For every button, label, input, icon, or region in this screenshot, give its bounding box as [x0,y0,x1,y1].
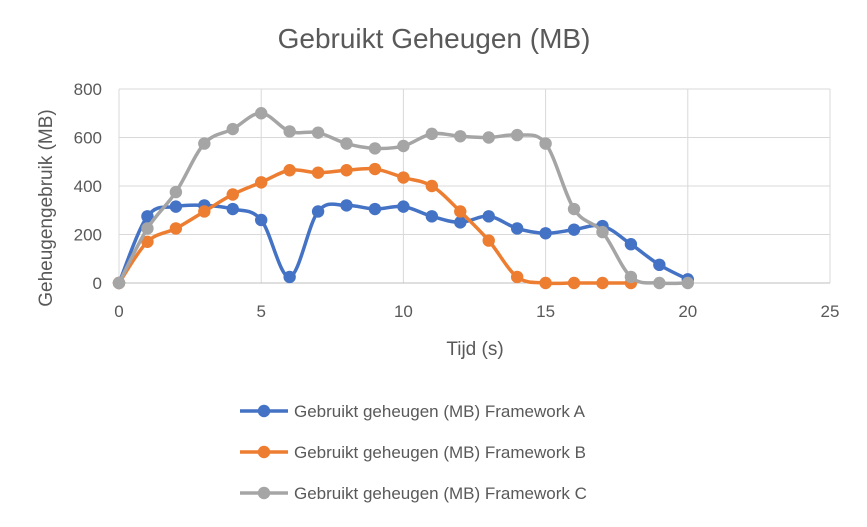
legend-label: Gebruikt geheugen (MB) Framework B [294,443,586,462]
data-point [311,166,325,179]
data-point [283,270,296,284]
legend-marker [257,486,271,500]
data-point [368,142,382,155]
data-point [169,222,183,235]
data-point [510,222,524,235]
data-point [567,223,581,236]
x-tick-label: 0 [114,302,123,321]
data-point [340,164,353,177]
y-tick-label: 800 [74,80,102,99]
x-tick-label: 10 [394,302,413,321]
y-tick-label: 0 [93,274,102,293]
legend-item-framework-c: Gebruikt geheugen (MB) Framework C [240,484,587,503]
data-point [226,122,239,136]
data-point [311,126,325,139]
data-point [454,205,467,218]
data-point [255,107,268,120]
data-point [454,216,467,229]
legend-label: Gebruikt geheugen (MB) Framework C [294,484,587,503]
data-point [624,270,638,284]
data-point [539,227,552,240]
legend-item-framework-b: Gebruikt geheugen (MB) Framework B [240,443,586,462]
data-point [255,176,268,189]
data-point [311,205,325,218]
data-point [567,276,581,290]
data-point [397,200,410,213]
legend-marker [257,445,271,459]
axes [118,89,830,284]
data-point [368,202,382,216]
y-tick-label: 600 [74,129,102,148]
series-framework-c [112,107,694,290]
data-point [510,270,524,284]
data-point [283,164,296,177]
data-point [653,276,666,290]
data-point [112,276,126,290]
data-point [539,276,552,290]
data-point [454,130,467,143]
grid [119,88,831,283]
data-point [169,200,183,213]
data-point [681,276,694,290]
legend-marker [257,404,271,418]
y-tick-label: 200 [74,226,102,245]
data-point [596,225,609,239]
data-point [539,137,552,150]
series-framework-b [112,162,638,290]
data-point [283,125,296,138]
data-point [340,137,353,150]
data-point [141,222,154,235]
data-point [169,185,183,199]
data-point [482,234,495,247]
data-point [567,202,581,216]
legend-item-framework-a: Gebruikt geheugen (MB) Framework A [240,402,586,421]
data-point [425,127,439,141]
tick-labels: 0 5 10 15 20 25 0 200 400 600 800 [74,80,840,321]
data-point [255,213,268,227]
data-point [397,139,410,153]
data-point [226,202,239,216]
data-point [624,238,638,251]
x-tick-label: 25 [821,302,840,321]
y-axis-label: Geheugengebruik (MB) [36,109,57,307]
x-axis-label: Tijd (s) [446,339,503,360]
y-tick-label: 400 [74,177,102,196]
x-tick-label: 5 [256,302,265,321]
series-group [112,107,694,290]
data-point [596,276,609,290]
data-point [368,162,382,176]
data-point [340,199,353,212]
data-point [397,171,410,184]
data-point [482,131,495,144]
data-point [198,137,211,150]
data-point [482,210,495,223]
data-point [141,210,154,223]
data-point [510,128,524,142]
data-point [425,179,439,193]
data-point [425,210,439,223]
legend-label: Gebruikt geheugen (MB) Framework A [294,402,586,421]
x-tick-label: 20 [678,302,697,321]
data-point [198,205,211,218]
data-point [653,258,666,272]
chart-title: Gebruikt Geheugen (MB) [278,23,591,54]
legend: Gebruikt geheugen (MB) Framework A Gebrui… [240,402,587,503]
data-point [141,235,154,248]
x-tick-label: 15 [536,302,555,321]
data-point [226,188,239,201]
